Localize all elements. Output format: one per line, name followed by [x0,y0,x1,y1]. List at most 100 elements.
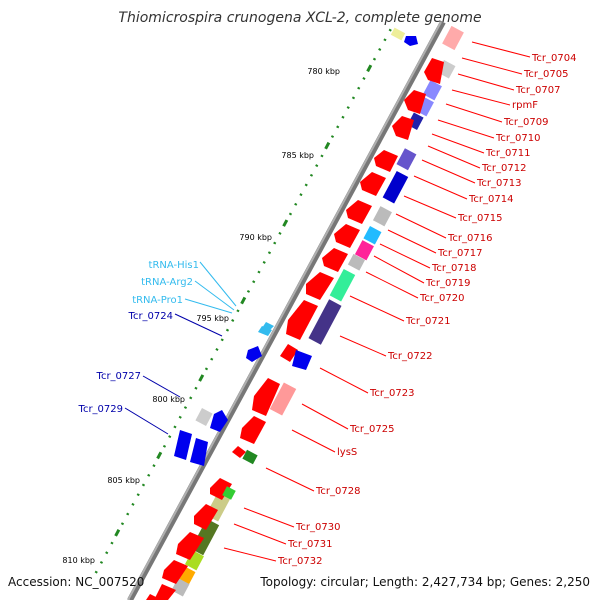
tick-minor [173,425,177,429]
tick-minor [341,115,345,119]
tick-minor [105,551,109,555]
trna-label-his1: tRNA-His1 [149,260,199,271]
gene-label-tcr-0729: Tcr_0729 [78,404,123,415]
gene-label-tcr-0718: Tcr_0718 [431,263,476,274]
tick-labels: 780 kbp 785 kbp 790 kbp 795 kbp 800 kbp … [62,67,340,565]
tick-minor [320,154,324,158]
tick-major [282,219,289,227]
tick-minor [225,328,230,332]
trna-marks [258,322,274,336]
tick-minor [162,444,167,448]
tick-minor [210,357,214,361]
gene-label-tcr-0717: Tcr_0717 [437,248,482,259]
gene-label-rpmf: rpmF [512,100,538,111]
gene-label-tcr-0705: Tcr_0705 [523,69,568,80]
tick-minor [299,193,303,197]
left-label-connectors [124,261,237,435]
tick-major [114,529,121,537]
tick-label-790: 790 kbp [239,233,272,242]
gene-label-tcr-0731: Tcr_0731 [287,539,332,550]
tick-minor [136,493,140,497]
trna-label-pro1: tRNA-Pro1 [132,295,183,306]
gene-label-tcr-0714: Tcr_0714 [468,194,513,205]
tick-minor [346,106,350,110]
tick-minor [246,289,251,293]
right-label-connectors [223,41,531,562]
right-gene-labels: Tcr_0704 Tcr_0705 Tcr_0707 rpmF Tcr_0709… [277,53,576,567]
gene-label-tcr-0719: Tcr_0719 [425,278,470,289]
tick-minor [388,28,392,32]
gene-label-tcr-0711: Tcr_0711 [485,148,530,159]
tick-major [366,64,373,73]
tick-minor [288,212,293,216]
tick-major [240,296,247,305]
tick-minor [131,502,135,506]
trna-label-arg2: tRNA-Arg2 [141,277,193,288]
tick-minor [372,57,377,61]
gene-track-reverse [174,36,418,466]
tick-minor [315,164,319,168]
gene-label-tcr-0720: Tcr_0720 [419,293,464,304]
gene-label-tcr-0728: Tcr_0728 [315,486,360,497]
tick-minor [278,231,282,235]
tick-minor [215,348,219,351]
tick-label-795: 795 kbp [196,314,229,323]
tick-minor [257,270,261,274]
gene-label-tcr-0709: Tcr_0709 [503,117,548,128]
genome-backbone [127,20,446,600]
tick-minor [336,125,340,129]
tick-minor [362,77,366,80]
tick-minor [194,386,198,390]
tick-minor [383,38,387,42]
tick-label-780: 780 kbp [307,67,340,76]
tick-minor [262,260,266,264]
topology-text: Topology: circular; Length: 2,427,734 bp… [259,575,590,589]
tick-major [198,374,205,382]
tick-minor [304,183,308,187]
gene-label-tcr-0716: Tcr_0716 [447,233,492,244]
gene-label-tcr-0721: Tcr_0721 [405,316,450,327]
tick-minor [330,135,335,139]
tick-major [324,141,331,150]
gene-label-tcr-0723: Tcr_0723 [369,388,414,399]
tick-minor [309,173,314,177]
gene-label-lyss: lysS [337,447,357,458]
gene-label-tcr-0713: Tcr_0713 [476,178,521,189]
gene-label-tcr-0715: Tcr_0715 [457,213,502,224]
tick-minor [120,522,125,526]
tick-scale [94,28,392,574]
tick-minor [294,202,298,206]
tick-minor [204,367,209,371]
tick-minor [189,396,193,400]
tick-minor [267,251,272,255]
gene-track-forward [146,58,444,600]
tick-minor [351,96,356,100]
gene-label-tcr-0722: Tcr_0722 [387,351,432,362]
tick-minor [178,415,182,419]
tick-minor [94,570,98,574]
tick-minor [183,406,188,410]
tick-label-805: 805 kbp [107,476,140,485]
gene-track-misc [195,27,406,500]
tick-minor [357,86,361,90]
tick-major [156,451,163,460]
tick-minor [147,473,151,477]
tick-minor [231,319,235,322]
tick-minor [152,464,156,468]
gene-label-tcr-0710: Tcr_0710 [495,133,540,144]
tick-minor [273,241,277,245]
tick-minor [168,435,172,439]
gene-label-tcr-0725: Tcr_0725 [349,424,394,435]
tick-minor [99,560,104,564]
gene-label-tcr-0712: Tcr_0712 [481,163,526,174]
tick-minor [110,541,114,545]
gene-label-tcr-0727: Tcr_0727 [96,371,141,382]
genome-title: Thiomicrospira crunogena XCL-2, complete… [118,10,481,26]
tick-minor [236,309,240,313]
gene-label-tcr-0704: Tcr_0704 [531,53,576,64]
gene-label-tcr-0732: Tcr_0732 [277,556,322,567]
tick-minor [252,280,256,284]
gene-label-tcr-0724: Tcr_0724 [128,311,173,322]
tick-label-800: 800 kbp [152,395,185,404]
